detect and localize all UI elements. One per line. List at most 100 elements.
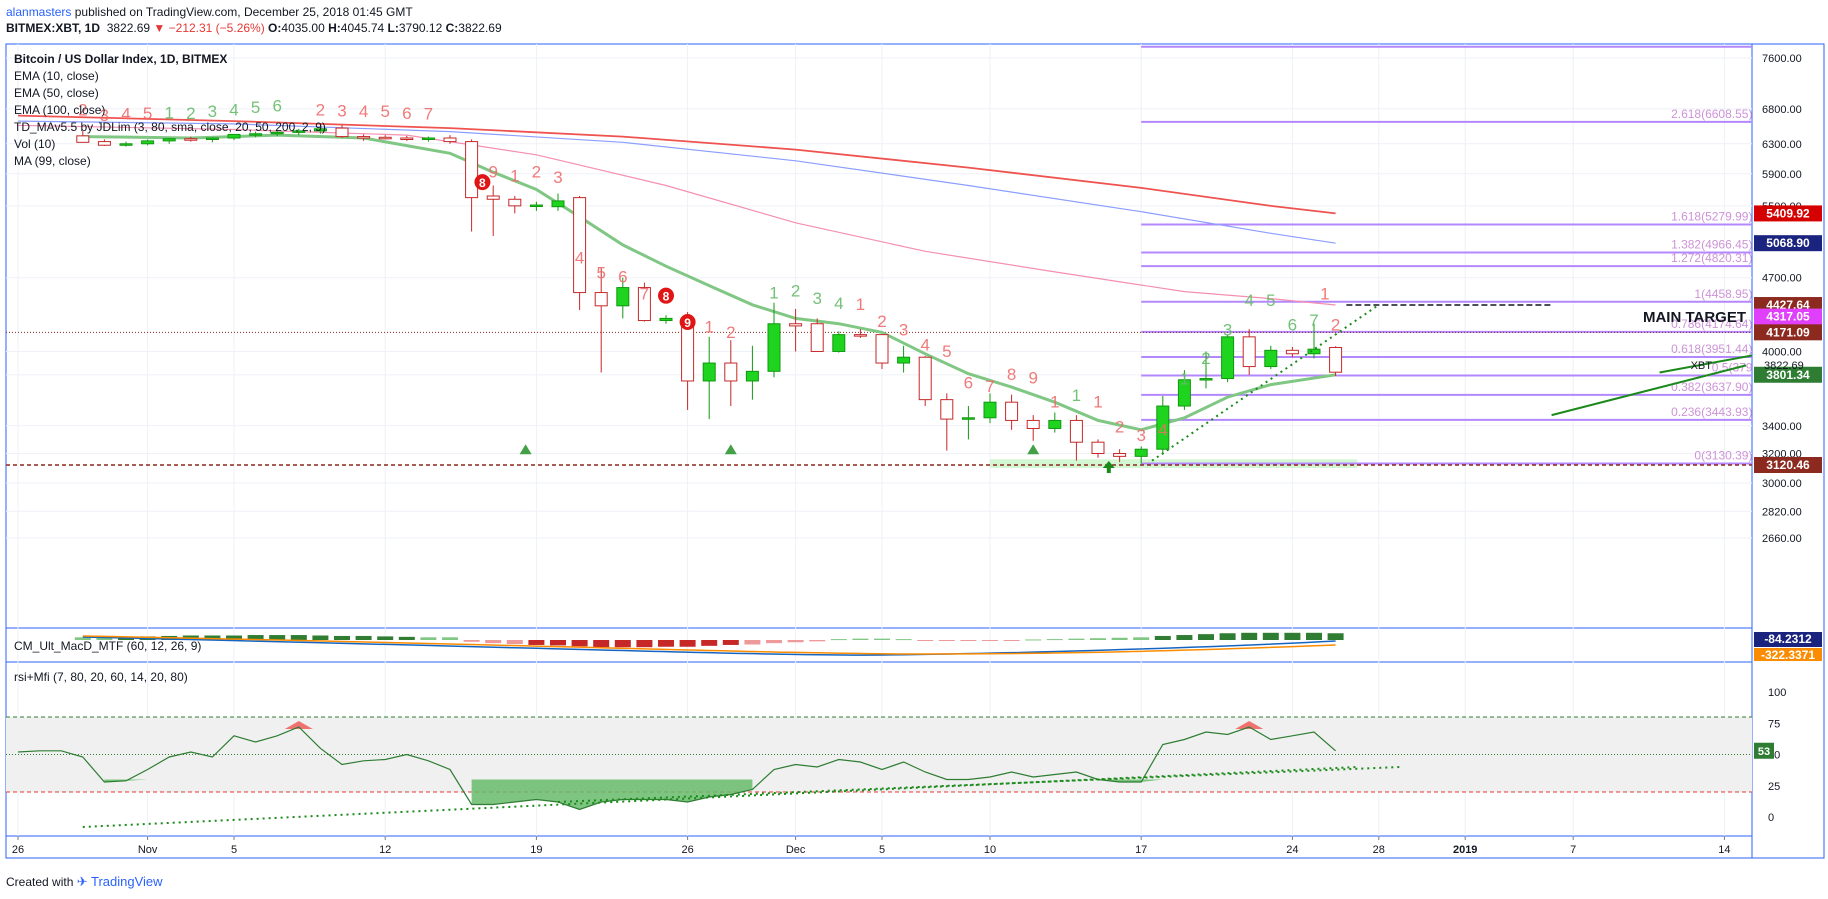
candle-up [767,323,781,372]
macd-histogram-bar [290,635,307,640]
td-count-label: 9 [488,163,497,182]
td-count-label: 2 [532,163,541,182]
macd-histogram-bar [1176,635,1193,640]
macd-histogram-bar [398,636,415,640]
td-count-label: 7 [640,285,649,304]
candle-down [724,362,738,382]
candle-up [227,133,241,139]
macd-value-label: -84.2312 [1764,632,1812,646]
macd-histogram-bar [269,635,286,640]
candle-up [529,204,543,208]
legend-ma99[interactable]: MA (99, close) [14,154,91,168]
fib-level-label: 1.618(5279.99) [1671,210,1752,224]
symbol-ohlc: BITMEX:XBT, 1D 3822.69 ▼ −212.31 (−5.26%… [6,21,502,35]
rsi-oversold-area [1098,779,1163,782]
price-badge-label: 4317.05 [1766,310,1810,324]
price-badge [1754,205,1822,222]
td-count-label: 5 [143,104,152,123]
tradingview-brand: TradingView [91,874,163,889]
price-axis[interactable] [1751,43,1825,859]
trend-line [1551,364,1747,417]
td-count-label: 3 [899,321,908,340]
tradingview-link[interactable]: ✈ TradingView [76,874,163,889]
td-count-label: 1 [1050,392,1059,411]
td-count-label: 4 [359,102,368,121]
fib-level-label: 0.382(3637.90) [1671,380,1752,394]
macd-histogram-bar [1306,632,1322,640]
symbol: BITMEX:XBT, 1D [6,21,101,35]
candle-down [1005,401,1019,421]
price-change: ▼ −212.31 (−5.26%) [153,21,265,35]
td-count-label: 2 [726,323,735,342]
legend-td[interactable]: TD_MAv5.5 by JDLim (3, 80, sma, close, 2… [14,120,326,134]
price-badge-label: 3801.34 [1766,368,1810,382]
macd-histogram-bar [1046,639,1063,641]
macd-histogram-bar [506,640,523,645]
candle-up [313,128,327,132]
rsi-tick-label: 0 [1768,812,1774,824]
candle-down [1285,349,1299,355]
td-count-label: 1 [1072,386,1081,405]
candle-down [76,135,90,143]
support-triangle-icon [519,444,532,455]
time-tick-label: 5 [879,844,885,856]
td-count-label: 7 [424,105,433,124]
close-value: 3822.69 [458,21,502,35]
candle-down [789,323,803,327]
macd-histogram-bar [334,635,350,640]
td-count-label: 5 [942,342,951,361]
rsi-trend-line [557,766,1401,803]
candle-up [745,370,759,382]
td-setup-label: 8 [479,176,486,190]
time-tick-label: 17 [1135,844,1147,856]
macd-pane[interactable] [5,627,1753,663]
td-count-label: 4 [1244,291,1253,310]
price-plot: 0(3130.39) 0.236(3443.93) 0.382(3637.90) 0.… [6,45,1752,473]
macd-histogram-bar [679,640,696,647]
trend-line [1151,303,1380,462]
candle-down [443,137,457,143]
macd-histogram-bar [247,635,264,640]
author-link[interactable]: alanmasters [6,5,72,19]
candle-down [637,287,651,322]
time-tick-label: 14 [1718,844,1730,856]
legend-title[interactable]: Bitcoin / US Dollar Index, 1D, BITMEX [14,52,227,66]
td-count-label: 7 [985,377,994,396]
candle-down [918,356,932,401]
time-tick-label: 26 [12,844,24,856]
candle-up [292,130,306,133]
rsi-title[interactable]: rsi+Mfi (7, 80, 20, 60, 14, 20, 80) [14,670,188,684]
macd-signal-line [82,635,1336,655]
fib-level-label: 1.382(4966.45) [1671,238,1752,252]
macd-histogram-bar [658,640,674,647]
macd-histogram-bar [1241,632,1258,640]
rsi-tick-label: 75 [1768,718,1780,730]
td-count-label: 2 [877,312,886,331]
macd-line [82,636,1336,656]
trend-line [1659,354,1752,374]
candle-up [897,356,911,364]
price-badge [1754,308,1822,325]
legend-ema50[interactable]: EMA (50, close) [14,86,99,100]
macd-title[interactable]: CM_Ult_MacD_MTF (60, 12, 26, 9) [14,639,201,653]
td-count-label: 1 [1180,370,1189,389]
macd-histogram-bar [701,640,718,646]
candle-up [1134,448,1148,457]
td-setup-badge [474,174,491,191]
rsi-value-badge [1754,742,1774,759]
rsi-line [17,726,1336,811]
candle-down [810,323,824,352]
fib-level-label: 2.618(6608.55) [1671,107,1752,121]
legend-ema10[interactable]: EMA (10, close) [14,69,99,83]
td-count-label: 4 [575,248,584,267]
candle-down [1026,419,1040,429]
price-tick-label: 3000.00 [1762,478,1802,490]
td-count-label: 5 [596,264,605,283]
legend-vol[interactable]: Vol (10) [14,137,55,151]
macd-histogram-bar [1090,638,1106,640]
macd-histogram-bar [830,639,847,641]
candle-down [1113,452,1127,457]
td-count-label: 6 [1288,315,1297,334]
legend-ema100[interactable]: EMA (100, close) [14,103,105,117]
